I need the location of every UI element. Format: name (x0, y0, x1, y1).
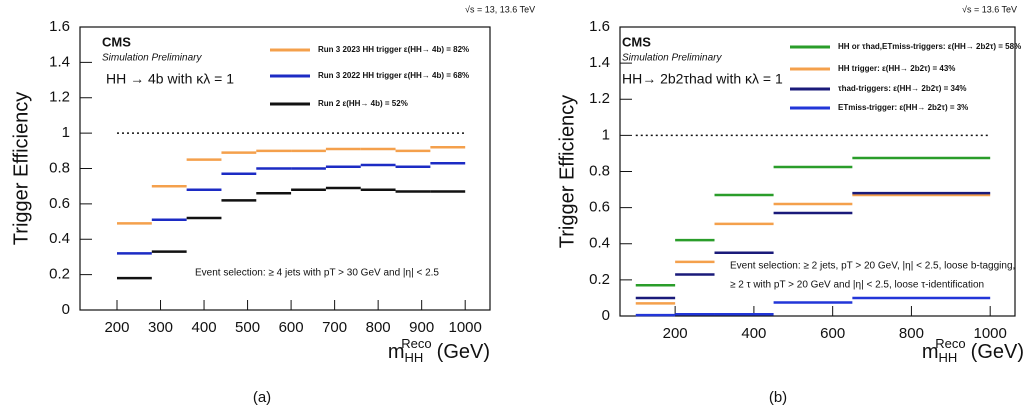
annotation: Event selection: ≥ 2 jets, pT > 20 GeV, … (730, 261, 1015, 272)
legend-label: Run 3 2022 HH trigger ε(HH→ 4b) = 68% (318, 71, 469, 80)
y-tick-label: 1.2 (589, 90, 610, 107)
x-tick-label: 700 (322, 319, 347, 336)
y-tick-label: 0.4 (589, 235, 610, 252)
x-label-sub: HH (405, 350, 424, 365)
legend-label: HH trigger: ε(HH→ 2b2τ) = 43% (838, 64, 955, 73)
x-tick-label: 1000 (449, 319, 482, 336)
legend-label: Run 3 2023 HH trigger ε(HH→ 4b) = 82% (318, 45, 469, 54)
y-tick-label: 1.2 (49, 89, 70, 106)
x-tick-label: 500 (235, 319, 260, 336)
annotation: (b) (769, 389, 787, 406)
x-label-unit: (GeV) (437, 341, 490, 363)
x-label-sup: Reco (401, 336, 431, 351)
y-tick-label: 0.6 (49, 195, 70, 212)
y-tick-label: 0.6 (589, 199, 610, 216)
x-tick-label: 200 (663, 325, 688, 342)
x-label-base: m (388, 341, 405, 363)
annotation: CMS (102, 34, 131, 49)
annotation: HH→ 2b2τhad with κλ = 1 (622, 71, 783, 87)
legend-label: τhad-triggers: ε(HH→ 2b2τ) = 34% (838, 84, 967, 93)
x-tick-label: 1000 (974, 325, 1007, 342)
annotation: HH → 4b with κλ = 1 (106, 71, 234, 87)
x-tick-label: 600 (279, 319, 304, 336)
x-tick-label: 600 (820, 325, 845, 342)
y-tick-label: 1.4 (589, 54, 610, 71)
annotation: Simulation Preliminary (102, 53, 202, 64)
y-tick-label: 0.2 (49, 266, 70, 283)
y-tick-label: 0.8 (589, 162, 610, 179)
x-axis-label: mHHReco (GeV) (922, 336, 1024, 365)
y-tick-label: 1.6 (49, 18, 70, 35)
x-label-sub: HH (939, 350, 958, 365)
x-axis-label: mHHReco (GeV) (388, 336, 490, 365)
x-tick-label: 400 (741, 325, 766, 342)
x-tick-label: 200 (104, 319, 129, 336)
y-tick-label: 1 (602, 126, 610, 143)
annotation: ≥ 2 τ with pT > 20 GeV and |η| < 2.5, lo… (730, 280, 984, 291)
y-tick-label: 1.6 (589, 18, 610, 35)
x-tick-label: 400 (192, 319, 217, 336)
x-tick-label: 300 (148, 319, 173, 336)
y-tick-label: 0.8 (49, 159, 70, 176)
y-tick-label: 1 (62, 124, 70, 141)
y-tick-label: 0 (62, 301, 70, 318)
annotation: (a) (253, 389, 271, 406)
legend-label: Run 2 ε(HH→ 4b) = 52% (318, 99, 408, 108)
annotation: √s = 13.6 TeV (962, 4, 1017, 14)
y-tick-label: 1.4 (49, 53, 70, 70)
x-tick-label: 800 (899, 325, 924, 342)
annotation: Event selection: ≥ 4 jets with pT > 30 G… (195, 268, 439, 279)
y-tick-label: 0.4 (49, 230, 70, 247)
y-tick-label: 0 (602, 307, 610, 324)
y-axis-label: Trigger Efficiency (10, 92, 32, 245)
y-tick-label: 0.2 (589, 271, 610, 288)
annotation: Simulation Preliminary (622, 53, 722, 64)
legend-label: HH or τhad,ETmiss-triggers: ε(HH→ 2b2τ) … (838, 42, 1021, 51)
annotation: CMS (622, 34, 651, 49)
x-label-base: m (922, 341, 939, 363)
legend-label: ETmiss-trigger: ε(HH→ 2b2τ) = 3% (838, 103, 968, 112)
y-axis-label: Trigger Efficiency (556, 95, 578, 248)
x-label-unit: (GeV) (971, 341, 1024, 363)
x-label-sup: Reco (935, 336, 965, 351)
x-tick-label: 800 (366, 319, 391, 336)
annotation: √s = 13, 13.6 TeV (465, 4, 535, 14)
x-tick-label: 900 (409, 319, 434, 336)
